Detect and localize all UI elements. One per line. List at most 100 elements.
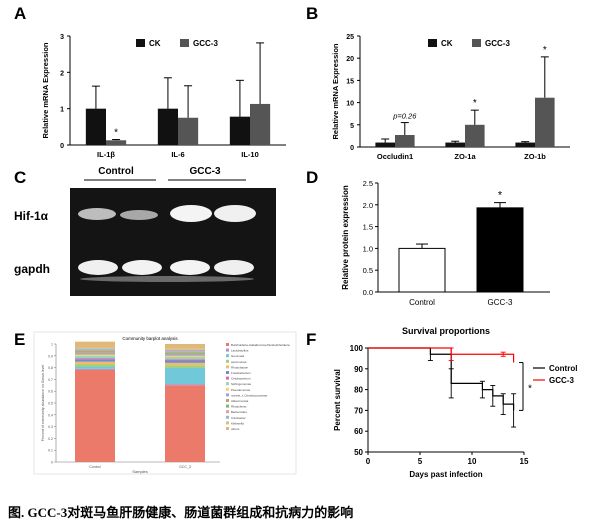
x-tick-label: 15	[520, 457, 529, 466]
stacked-segment	[165, 362, 205, 366]
stacked-segment	[165, 356, 205, 360]
y-tick-label: 0.7	[48, 378, 53, 382]
blot-band	[214, 205, 256, 222]
legend-swatch	[226, 371, 229, 374]
bar	[535, 97, 555, 147]
y-tick-label: 0	[51, 461, 53, 465]
y-tick-label: 15	[346, 78, 354, 85]
blot-band	[122, 260, 162, 275]
x-tick-label: GCC-3	[488, 298, 513, 307]
legend-swatch	[226, 348, 229, 352]
stacked-segment	[75, 359, 115, 362]
legend-label: Gemmata	[231, 354, 245, 358]
y-tick-label: 60	[354, 427, 363, 436]
bar	[515, 142, 535, 147]
y-tick-label: 2.5	[363, 179, 373, 188]
blot-row-label: gapdh	[14, 262, 50, 276]
y-tick-label: 80	[354, 386, 363, 395]
blot-group-label: Control	[98, 166, 134, 177]
legend-swatch	[226, 393, 229, 397]
stacked-segment	[165, 359, 205, 361]
y-tick-label: 90	[354, 365, 363, 374]
western-blot-image	[70, 188, 276, 296]
blot-group-label: GCC-3	[189, 166, 221, 177]
stacked-segment	[165, 355, 205, 357]
legend-swatch	[226, 410, 229, 414]
annotation: *	[498, 190, 503, 202]
x-axis-label: Days past infection	[409, 470, 482, 479]
legend-swatch	[226, 376, 229, 380]
stacked-segment	[165, 367, 205, 385]
stacked-segment	[75, 348, 115, 350]
y-tick-label: 0	[60, 143, 64, 150]
legend-label: Control	[549, 364, 577, 373]
stacked-segment	[165, 354, 205, 356]
bar	[375, 142, 395, 147]
x-tick-label: IL-6	[171, 150, 184, 159]
y-tick-label: 100	[350, 344, 364, 353]
y-tick-label: 0.8	[48, 366, 53, 370]
stacked-segment	[75, 364, 115, 367]
legend-label: Akkermansia	[231, 399, 249, 403]
x-axis-label: Samples	[132, 469, 148, 474]
blot-band	[120, 210, 158, 220]
x-tick-label: 5	[418, 457, 423, 466]
y-tick-label: 0.1	[48, 449, 53, 453]
bar	[476, 207, 524, 293]
annotation: *	[543, 45, 547, 56]
y-tick-label: 20	[346, 56, 354, 63]
y-axis-label: Relative mRNA Expression	[331, 43, 340, 139]
x-tick-label: ZO-1b	[524, 152, 546, 161]
legend-label: GCC-3	[193, 39, 218, 48]
bar	[106, 140, 127, 145]
legend-swatch	[180, 39, 189, 47]
legend-label: CK	[149, 39, 161, 48]
stacked-segment	[75, 347, 115, 349]
stacked-segment	[75, 369, 115, 462]
legend-label: CK	[441, 39, 453, 48]
stacked-segment	[75, 351, 115, 353]
blot-row-label: Hif-1α	[14, 209, 49, 223]
figure-caption: 图. GCC-3对斑马鱼肝肠健康、肠道菌群组成和抗病力的影响	[8, 505, 354, 520]
x-tick-label: Control	[89, 465, 101, 469]
bar	[178, 117, 199, 145]
y-tick-label: 2.0	[363, 201, 373, 210]
blot-band	[78, 260, 118, 275]
y-tick-label: 2	[60, 70, 64, 77]
bar	[445, 142, 465, 147]
y-axis-label: Percent of community abundance on Genus …	[41, 365, 45, 442]
stacked-segment	[75, 353, 115, 355]
x-tick-label: Occludin1	[377, 152, 413, 161]
panel-b-label: B	[306, 4, 319, 23]
legend-label: Burkholderia-Caballeronia-Paraburkholder…	[231, 343, 290, 347]
panel-c-label: C	[14, 168, 27, 187]
legend-label: norank_f_Cerasicoccaceae	[231, 393, 268, 397]
survival-curve	[368, 347, 515, 363]
legend-label: GCC-3	[485, 39, 510, 48]
legend-label: Klebsiella	[231, 421, 244, 425]
panel-a-label: A	[14, 4, 27, 23]
y-axis-label: Percent survival	[333, 369, 342, 431]
chart-title: Survival proportions	[402, 326, 490, 336]
legend-swatch	[428, 39, 437, 47]
x-tick-label: ZO-1a	[454, 152, 476, 161]
legend-swatch	[226, 427, 229, 430]
legend-swatch	[136, 39, 145, 47]
y-tick-label: 1	[60, 107, 64, 114]
stacked-segment	[75, 354, 115, 356]
annotation: p=0.26	[392, 112, 417, 121]
legend-label: Pseudomonas	[231, 388, 251, 392]
stacked-segment	[165, 352, 205, 354]
legend-label: Rhodoferax	[231, 405, 247, 409]
legend-label: Aeromonas	[231, 360, 247, 364]
legend-swatch	[226, 382, 229, 386]
stacked-segment	[165, 351, 205, 353]
x-tick-label: IL-10	[241, 150, 259, 159]
legend-swatch	[226, 387, 229, 391]
stacked-segment	[75, 341, 115, 348]
blot-band	[214, 260, 254, 275]
y-tick-label: 0.9	[48, 354, 53, 358]
legend-swatch	[226, 365, 229, 369]
bar	[250, 103, 271, 145]
